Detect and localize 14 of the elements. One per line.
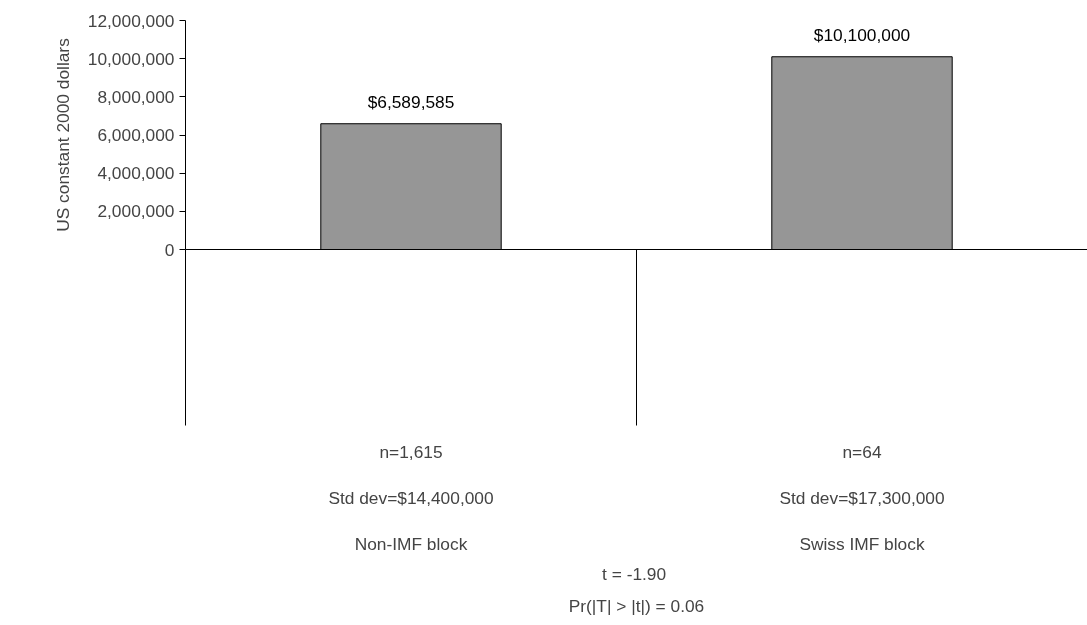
category-label: n=1,615 Std dev=$14,400,000 Non-IMF block <box>328 441 494 554</box>
y-tick-label: 6,000,000 <box>97 125 175 145</box>
y-tick-label: 8,000,000 <box>97 86 175 107</box>
y-axis-title: US constant 2000 dollars <box>52 37 73 232</box>
data-label: $6,589,585 <box>367 91 455 112</box>
y-tick-label: 2,000,000 <box>97 201 175 222</box>
text: Pr(|T| > |t|) = 0.06 <box>568 595 705 616</box>
data-label: $10,100,000 <box>813 24 911 45</box>
category-label: n=64 Std dev=$17,300,000 Swiss IMF block <box>779 441 945 554</box>
y-tick-label: 0 <box>164 239 175 260</box>
y-tick-label: 4,000,000 <box>97 163 175 184</box>
text: t = -1.90 <box>602 563 667 584</box>
y-tick-label: 10,000,000 <box>87 48 175 69</box>
y-tick-label: 12,000,000 <box>87 10 175 31</box>
